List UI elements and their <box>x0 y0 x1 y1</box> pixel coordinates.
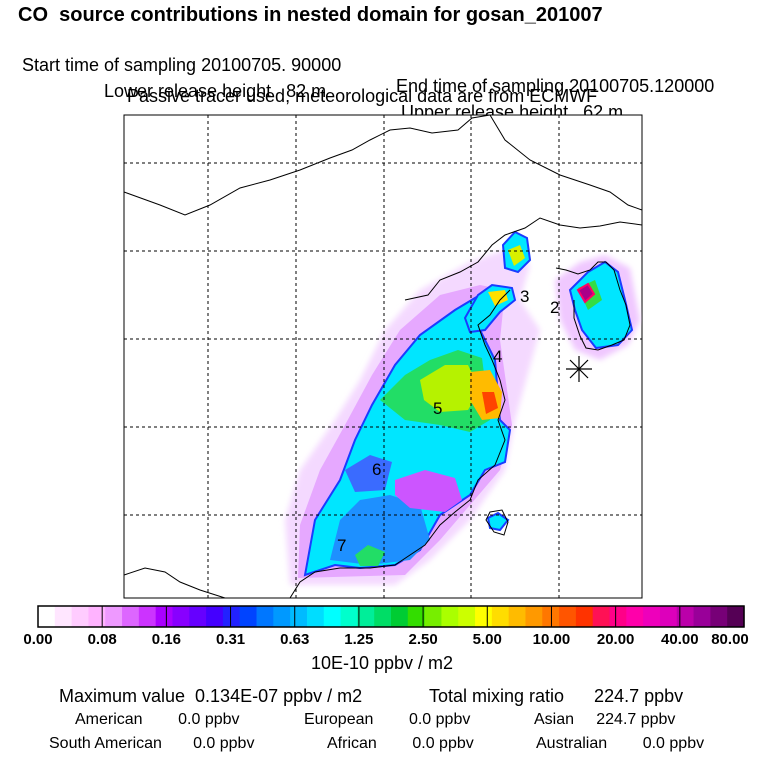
tracer-note: Passive tracer used, meteorological data… <box>127 86 598 106</box>
african-contribution: African 0.0 ppbv <box>327 735 474 752</box>
colorbar-swatch <box>239 606 258 627</box>
plume-green-south <box>355 545 385 566</box>
region3-core <box>488 290 508 306</box>
region-label-5: 5 <box>433 399 442 418</box>
colorbar-swatch <box>592 606 611 627</box>
colorbar-swatch <box>525 606 543 627</box>
colorbar-tick-label: 40.00 <box>661 631 699 648</box>
colorbar-swatch <box>374 606 392 627</box>
plume-yellowgreen <box>420 365 480 412</box>
colorbar-swatch <box>391 606 409 627</box>
colorbar-tick-label: 80.00 <box>711 631 749 648</box>
coastline-north <box>124 115 491 216</box>
max-value-label: Maximum value 0.134E-07 ppbv / m2 <box>59 686 363 706</box>
colorbar-swatch <box>340 606 358 627</box>
plume-blue-patch-2 <box>345 455 392 492</box>
south-american-contribution: South American 0.0 ppbv <box>49 735 255 752</box>
source-contribution-map: 2 3 4 5 6 7 <box>123 114 643 599</box>
korea-hotspot <box>576 282 596 304</box>
colorbar-swatch <box>659 606 678 627</box>
colorbar-tick-label: 5.00 <box>473 631 502 648</box>
colorbar-ticks <box>37 606 745 627</box>
colorbar-tick-label: 10.00 <box>533 631 571 648</box>
colorbar-swatch <box>643 606 661 627</box>
end-time-label: End time of sampling 20100705.120000 <box>396 76 715 96</box>
colorbar-swatch <box>306 606 325 627</box>
liaodong-core <box>508 245 525 266</box>
colorbar-swatch <box>475 606 493 627</box>
colorbar-swatch <box>172 606 190 627</box>
colorbar-swatch <box>710 606 728 627</box>
korea-blob <box>568 260 634 350</box>
colorbar-swatch <box>155 606 174 627</box>
lower-release-label: Lower release height 82 m <box>104 81 327 101</box>
colorbar-tick-label: 1.25 <box>344 631 373 648</box>
region-label-4: 4 <box>493 347 502 366</box>
colorbar-tick-label: 0.31 <box>216 631 245 648</box>
colorbar-swatch <box>256 606 274 627</box>
colorbar-tick-label: 0.00 <box>23 631 52 648</box>
colorbar-swatch <box>458 606 476 627</box>
colorbar-swatch <box>54 606 73 627</box>
colorbar-swatch <box>626 606 644 627</box>
colorbar-swatch <box>575 606 594 627</box>
asian-contribution: Asian 224.7 ppbv <box>534 711 676 728</box>
colorbar-swatch <box>357 606 375 627</box>
colorbar-swatch <box>441 606 459 627</box>
colorbar-swatch <box>88 606 106 627</box>
plume-red-spot <box>482 392 498 414</box>
colorbar-swatch <box>71 606 90 627</box>
plume-blue-patch <box>330 495 430 565</box>
colorbar-swatch <box>290 606 308 627</box>
colorbar-tick-label: 20.00 <box>597 631 635 648</box>
map-grid <box>124 115 642 598</box>
coastline-korea <box>555 261 631 351</box>
region-label-2: 2 <box>550 298 559 317</box>
plot-title: CO source contributions in nested domain… <box>18 4 603 26</box>
coastline-mongolia <box>489 115 642 211</box>
concentration-field <box>285 230 640 585</box>
colorbar-swatch <box>609 606 627 627</box>
colorbar-tick-label: 0.16 <box>152 631 181 648</box>
colorbar-swatch <box>122 606 140 627</box>
colorbar-swatch <box>559 606 577 627</box>
colorbar-swatch <box>727 606 745 627</box>
colorbar-swatch <box>491 606 510 627</box>
region-label-7: 7 <box>337 536 346 555</box>
start-time-label: Start time of sampling 20100705. 90000 <box>22 55 342 75</box>
colorbar-swatch <box>105 606 123 627</box>
coastline-hainan-south <box>124 567 226 598</box>
coastline <box>124 115 642 598</box>
coastline-east-china <box>289 289 511 598</box>
colorbar-tick-label: 2.50 <box>408 631 437 648</box>
european-contribution: European 0.0 ppbv <box>304 711 471 728</box>
colorbar-swatch <box>676 606 695 627</box>
colorbar-swatches <box>38 606 745 627</box>
colorbar-tick-label: 0.08 <box>88 631 117 648</box>
region-label-6: 6 <box>372 460 381 479</box>
australian-contribution: Australian 0.0 ppbv <box>536 735 705 752</box>
colorbar-units: 10E-10 ppbv / m2 <box>311 653 453 673</box>
receptor-star-icon <box>566 356 592 382</box>
coastline-taiwan <box>485 509 509 536</box>
colorbar-swatch <box>206 606 224 627</box>
colorbar-swatch <box>424 606 443 627</box>
colorbar-swatch <box>222 606 241 627</box>
region-label-3: 3 <box>520 287 529 306</box>
coastline-bohai <box>404 217 642 301</box>
colorbar-swatch <box>273 606 291 627</box>
colorbar-swatch <box>323 606 342 627</box>
colorbar-tick-label: 0.63 <box>280 631 309 648</box>
colorbar-swatch <box>138 606 157 627</box>
plume-magenta-patch <box>395 470 462 512</box>
total-mixing-label: Total mixing ratio 224.7 ppbv <box>429 686 684 706</box>
colorbar-swatch <box>693 606 711 627</box>
colorbar-swatch <box>407 606 426 627</box>
colorbar-swatch <box>508 606 527 627</box>
colorbar-swatch <box>38 606 56 627</box>
colorbar-swatch <box>189 606 207 627</box>
american-contribution: American 0.0 ppbv <box>75 711 240 728</box>
sampling-time-line: Start time of sampling 20100705. 90000 E… <box>22 34 768 97</box>
